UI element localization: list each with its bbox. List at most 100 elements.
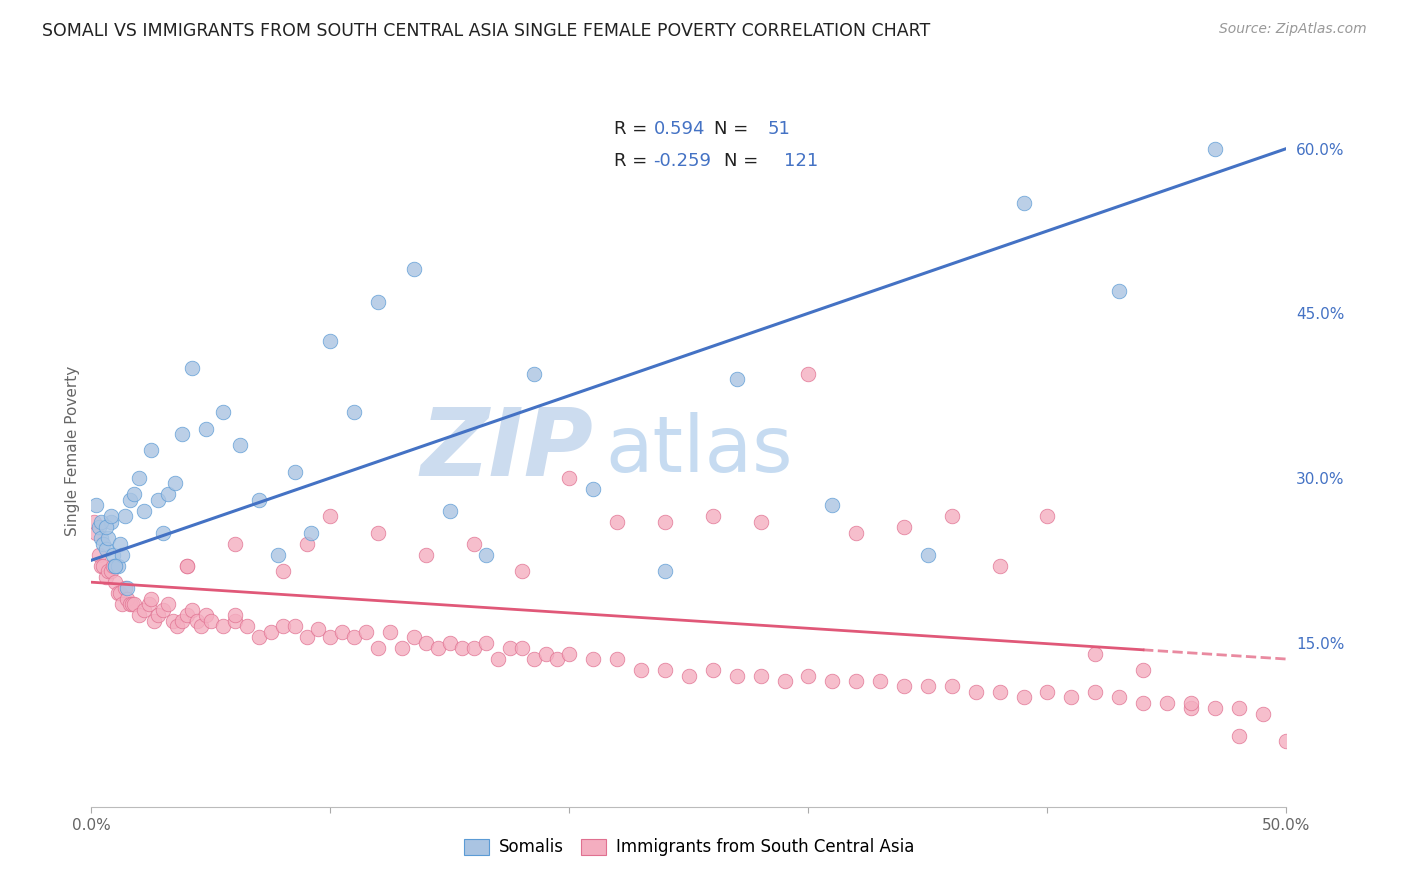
Point xyxy=(630,663,652,677)
Point xyxy=(84,525,107,540)
Text: 51: 51 xyxy=(768,120,790,138)
Point xyxy=(148,492,170,507)
Point xyxy=(118,492,141,507)
Point xyxy=(87,520,110,534)
Point xyxy=(1060,690,1083,705)
Point xyxy=(114,581,136,595)
Point xyxy=(378,624,402,639)
Point xyxy=(702,509,724,524)
Point xyxy=(1108,690,1130,705)
Point xyxy=(124,487,146,501)
Point xyxy=(821,499,844,513)
Point xyxy=(247,492,270,507)
Point xyxy=(111,597,134,611)
Point xyxy=(271,564,294,578)
Point xyxy=(463,641,485,656)
Point xyxy=(142,614,165,628)
Text: R =: R = xyxy=(614,152,654,170)
Point xyxy=(94,542,117,557)
Point xyxy=(107,586,129,600)
Text: N =: N = xyxy=(714,120,754,138)
Point xyxy=(404,262,426,277)
Point xyxy=(180,361,202,376)
Point xyxy=(1012,196,1035,211)
Point xyxy=(83,515,105,529)
Point xyxy=(678,668,700,682)
Point xyxy=(343,405,366,419)
Point xyxy=(104,558,127,573)
Point xyxy=(224,608,246,623)
Point xyxy=(172,427,194,442)
Point xyxy=(534,647,557,661)
Point xyxy=(93,558,114,573)
Point xyxy=(367,295,389,310)
Point xyxy=(176,558,198,573)
Point xyxy=(166,619,188,633)
Point xyxy=(486,652,509,666)
Point xyxy=(111,548,134,562)
Point xyxy=(893,520,915,534)
Text: SOMALI VS IMMIGRANTS FROM SOUTH CENTRAL ASIA SINGLE FEMALE POVERTY CORRELATION C: SOMALI VS IMMIGRANTS FROM SOUTH CENTRAL … xyxy=(42,22,931,40)
Point xyxy=(132,504,155,518)
Point xyxy=(797,668,820,682)
Point xyxy=(654,515,676,529)
Point xyxy=(1108,285,1130,299)
Legend: Somalis, Immigrants from South Central Asia: Somalis, Immigrants from South Central A… xyxy=(457,832,921,863)
Point xyxy=(100,509,122,524)
Point xyxy=(104,558,127,573)
Point xyxy=(523,652,546,666)
Text: Source: ZipAtlas.com: Source: ZipAtlas.com xyxy=(1219,22,1367,37)
Y-axis label: Single Female Poverty: Single Female Poverty xyxy=(65,366,80,535)
Point xyxy=(195,421,218,435)
Point xyxy=(941,680,963,694)
Point xyxy=(391,641,413,656)
Point xyxy=(104,575,127,590)
Point xyxy=(654,564,676,578)
Point xyxy=(1204,142,1226,156)
Point xyxy=(606,652,628,666)
Point xyxy=(463,537,485,551)
Point xyxy=(93,537,114,551)
Point xyxy=(118,597,141,611)
Point xyxy=(773,673,796,688)
Point xyxy=(211,619,233,633)
Point xyxy=(128,471,150,485)
Point xyxy=(100,515,122,529)
Point xyxy=(415,635,437,649)
Point xyxy=(97,564,120,578)
Point xyxy=(132,602,155,616)
Point xyxy=(474,548,498,562)
Point xyxy=(547,652,569,666)
Point xyxy=(100,564,122,578)
Point xyxy=(558,471,581,485)
Point xyxy=(606,515,628,529)
Point xyxy=(115,581,138,595)
Point xyxy=(319,509,342,524)
Point xyxy=(367,641,389,656)
Point xyxy=(415,548,437,562)
Point xyxy=(299,525,322,540)
Point xyxy=(115,591,138,606)
Point xyxy=(319,334,342,348)
Point xyxy=(1036,685,1059,699)
Point xyxy=(271,619,294,633)
Text: 121: 121 xyxy=(785,152,818,170)
Point xyxy=(128,608,150,623)
Point xyxy=(211,405,233,419)
Point xyxy=(749,515,772,529)
Point xyxy=(439,635,461,649)
Point xyxy=(988,685,1011,699)
Point xyxy=(307,623,329,637)
Point xyxy=(114,509,136,524)
Text: atlas: atlas xyxy=(605,412,793,489)
Point xyxy=(108,586,131,600)
Point xyxy=(141,591,162,606)
Point xyxy=(1251,706,1274,721)
Point xyxy=(474,635,498,649)
Point xyxy=(172,614,194,628)
Point xyxy=(404,630,426,644)
Point xyxy=(917,548,939,562)
Point xyxy=(845,673,868,688)
Point xyxy=(186,614,208,628)
Point xyxy=(148,608,170,623)
